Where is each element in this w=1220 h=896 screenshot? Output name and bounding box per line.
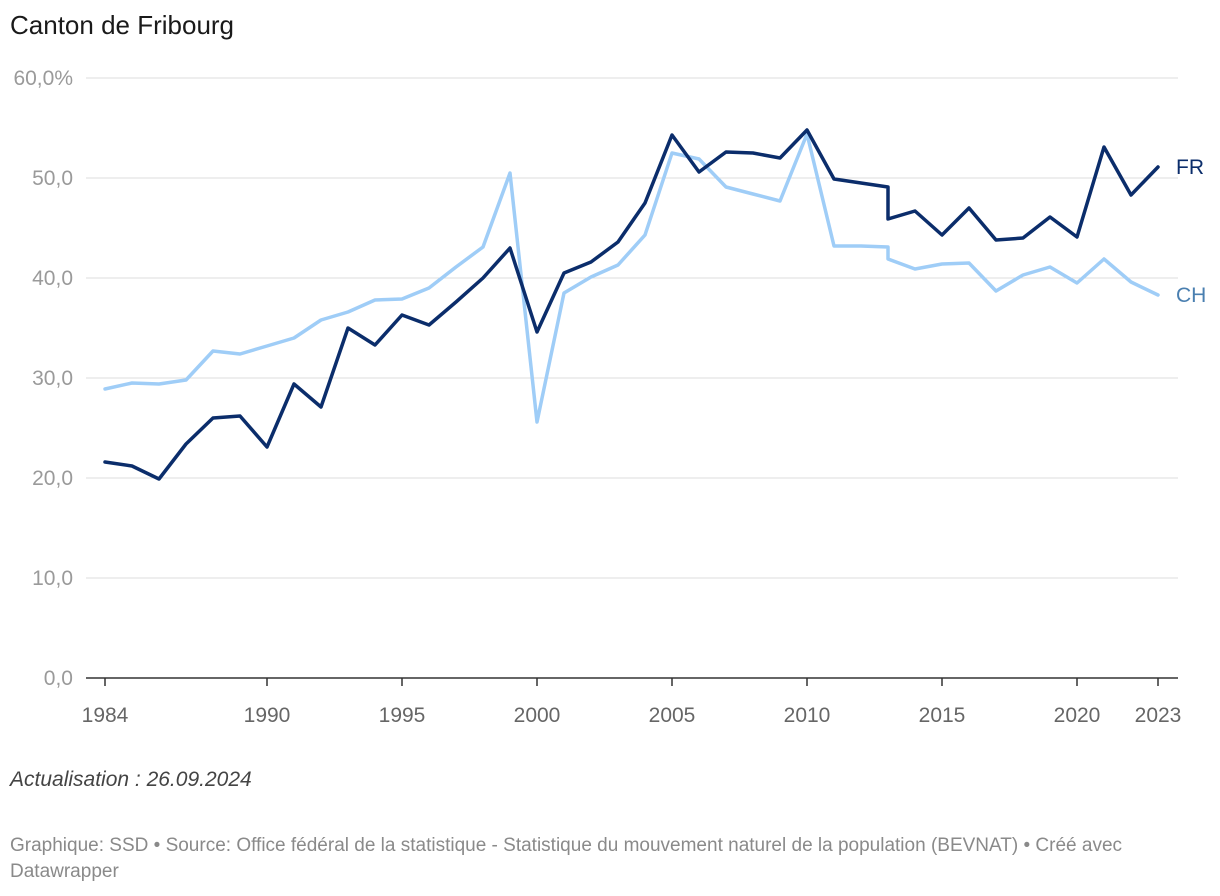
x-tick-label: 2023 [1135, 704, 1182, 727]
y-tick-label: 30,0 [32, 367, 73, 390]
x-tick-label: 2015 [919, 704, 966, 727]
series-group [103, 128, 1160, 481]
y-tick-label: 60,0% [13, 67, 73, 90]
y-axis-ticks: 0,0 10,0 20,0 30,0 40,0 50,0 60,0% [13, 67, 73, 690]
x-axis: 1984 1990 1995 2000 2005 2010 2015 2020 2023 [82, 677, 1182, 727]
y-tick-label: 50,0 [32, 167, 73, 190]
series-line-ch [103, 132, 1160, 424]
line-chart: 0,0 10,0 20,0 30,0 40,0 50,0 60,0% 1984 1990 199… [13, 67, 1206, 727]
chart-title: Canton de Fribourg [10, 10, 235, 40]
x-tick-label: 1990 [244, 704, 291, 727]
series-line-fr [103, 128, 1160, 481]
source-footer: Graphique: SSD • Source: Office fédéral … [10, 835, 1123, 882]
y-tick-label: 20,0 [32, 467, 73, 490]
y-tick-label: 0,0 [44, 667, 73, 690]
series-label-ch: CH [1176, 284, 1206, 307]
x-tick-label: 2000 [514, 704, 561, 727]
y-tick-label: 40,0 [32, 267, 73, 290]
x-tick-label: 1984 [82, 704, 129, 727]
series-labels: CH FR [1176, 156, 1206, 307]
update-note: Actualisation : 26.09.2024 [10, 768, 252, 791]
x-tick-label: 2020 [1054, 704, 1101, 727]
series-label-fr: FR [1176, 156, 1204, 179]
x-tick-label: 2005 [649, 704, 696, 727]
y-tick-label: 10,0 [32, 567, 73, 590]
gridlines [86, 77, 1178, 579]
x-tick-label: 1995 [379, 704, 426, 727]
x-tick-label: 2010 [784, 704, 831, 727]
